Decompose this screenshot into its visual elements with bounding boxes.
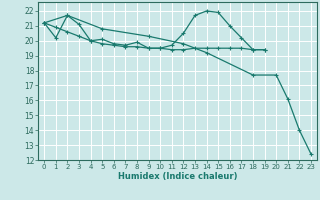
- X-axis label: Humidex (Indice chaleur): Humidex (Indice chaleur): [118, 172, 237, 181]
